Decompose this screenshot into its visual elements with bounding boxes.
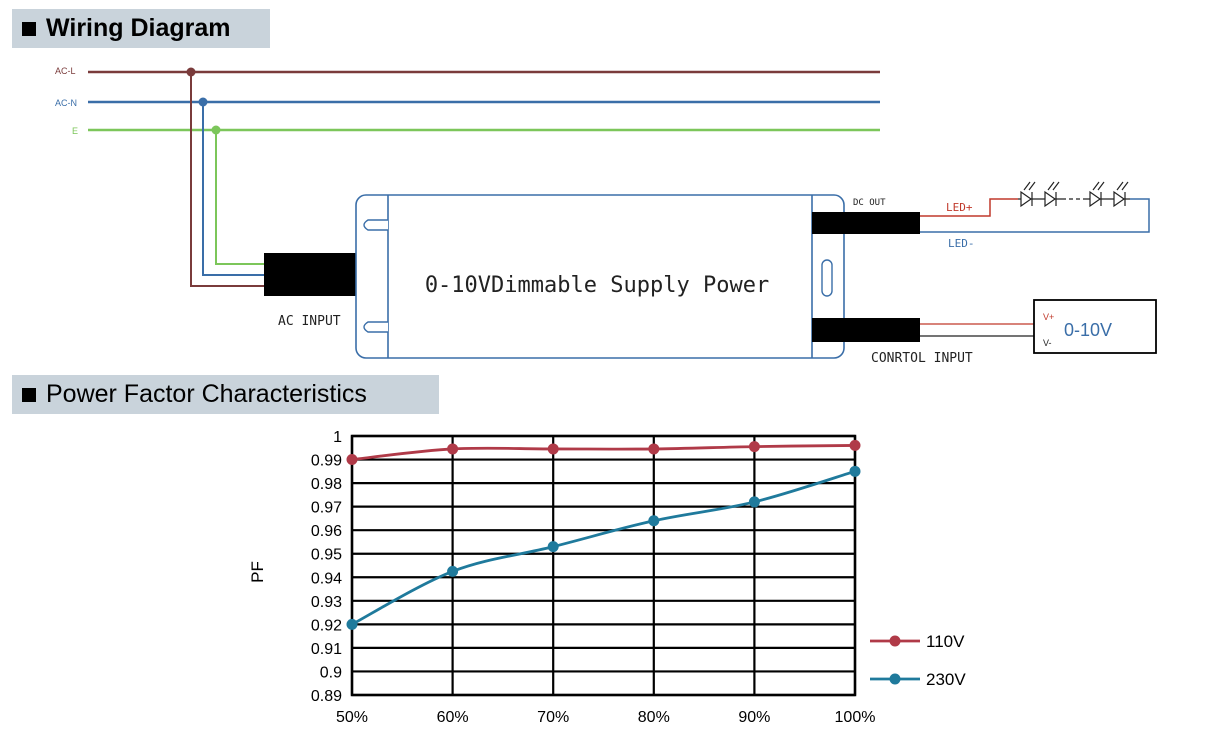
y-tick-label: 0.97 xyxy=(311,500,342,517)
power-factor-title: Power Factor Characteristics xyxy=(46,380,367,408)
dimmer-label: 0-10V xyxy=(1064,320,1112,340)
square-bullet-icon xyxy=(22,387,36,402)
legend-label-110V: 110V xyxy=(926,632,965,651)
data-point-230V xyxy=(547,541,559,553)
data-point-230V xyxy=(346,618,358,630)
ac-n-junction xyxy=(198,97,208,107)
x-tick-label: 70% xyxy=(537,709,569,726)
led-plus-label: LED+ xyxy=(946,201,973,214)
control-input-label: CONRTOL INPUT xyxy=(871,351,973,366)
data-point-110V xyxy=(547,443,559,455)
data-point-230V xyxy=(648,515,660,527)
x-axis-ticks: 50% 60% 70% 80% 90% 100% xyxy=(336,709,875,726)
y-tick-label: 0.91 xyxy=(311,641,342,658)
led-icon xyxy=(1089,181,1105,208)
driver-label: 0-10VDimmable Supply Power xyxy=(425,273,769,298)
series-line-110V xyxy=(351,444,856,461)
ac-n-label: AC-N xyxy=(55,98,77,108)
driver-housing xyxy=(355,194,845,359)
led-plus-wire xyxy=(920,198,1018,217)
y-tick-label: 0.98 xyxy=(311,476,342,493)
chart-grid xyxy=(350,434,857,697)
dimmer-v-minus: V- xyxy=(1043,338,1052,348)
x-tick-label: 50% xyxy=(336,709,368,726)
data-point-230V xyxy=(849,465,861,477)
ac-input-label: AC INPUT xyxy=(278,314,341,329)
ac-n-drop xyxy=(202,102,264,276)
series-line-230V xyxy=(351,469,856,626)
earth-junction xyxy=(211,125,221,135)
y-tick-label: 0.9 xyxy=(320,664,342,681)
mount-slot-bottom xyxy=(363,321,388,333)
earth-drop xyxy=(215,130,264,265)
y-tick-label: 1 xyxy=(333,429,342,446)
square-bullet-icon xyxy=(22,21,36,36)
chart-series xyxy=(346,439,861,630)
y-tick-label: 0.96 xyxy=(311,523,342,540)
x-tick-label: 100% xyxy=(835,709,876,726)
dimmer-frame xyxy=(1033,299,1157,354)
y-tick-label: 0.89 xyxy=(311,688,342,705)
y-tick-label: 0.93 xyxy=(311,594,342,611)
dc-out-label: DC OUT xyxy=(853,198,886,208)
plot-frame xyxy=(350,434,857,697)
data-point-230V xyxy=(748,496,760,508)
data-point-230V xyxy=(447,565,459,577)
wiring-diagram-title: Wiring Diagram xyxy=(46,14,231,42)
y-axis-label: PF xyxy=(248,561,267,583)
y-tick-label: 0.94 xyxy=(311,570,342,587)
dimmer-v-plus: V+ xyxy=(1043,312,1054,322)
led-minus-wire xyxy=(920,198,1150,233)
ac-input-wires xyxy=(186,67,264,287)
data-point-110V xyxy=(346,454,358,466)
x-tick-label: 80% xyxy=(638,709,670,726)
legend-marker-230V xyxy=(889,673,901,685)
data-point-110V xyxy=(849,439,861,451)
led-chain xyxy=(1018,181,1130,208)
earth-label: E xyxy=(72,126,78,136)
y-axis-ticks: 0.89 0.9 0.91 0.92 0.93 0.94 0.95 0.96 0.97 0.98 0… xyxy=(311,429,342,705)
data-point-110V xyxy=(447,443,459,455)
power-factor-header: Power Factor Characteristics xyxy=(12,375,439,414)
chart-legend: 110V 230V xyxy=(870,632,966,689)
mount-slot-right xyxy=(821,259,833,297)
ac-l-drop xyxy=(190,72,264,287)
dc-out-cable xyxy=(812,212,920,234)
wiring-diagram-header: Wiring Diagram xyxy=(12,9,270,48)
y-tick-label: 0.99 xyxy=(311,453,342,470)
dimmer-box: V+ V- 0-10V xyxy=(1033,299,1157,354)
driver-body: 0-10VDimmable Supply Power xyxy=(355,194,845,359)
legend-marker-110V xyxy=(889,635,901,647)
y-tick-label: 0.95 xyxy=(311,547,342,564)
x-tick-label: 60% xyxy=(437,709,469,726)
mount-slot-top xyxy=(363,219,388,231)
control-input-cable xyxy=(812,318,920,342)
led-icon xyxy=(1044,181,1060,208)
led-icon xyxy=(1113,181,1129,208)
y-tick-label: 0.92 xyxy=(311,617,342,634)
led-icon xyxy=(1020,181,1036,208)
wiring-diagram: AC-L AC-N E AC INPUT 0-10VDimmable Suppl… xyxy=(55,66,1157,366)
legend-label-230V: 230V xyxy=(926,670,966,689)
x-tick-label: 90% xyxy=(738,709,770,726)
ac-l-label: AC-L xyxy=(55,66,76,76)
data-point-110V xyxy=(748,441,760,453)
mains-lines: AC-L AC-N E xyxy=(55,66,880,136)
data-point-110V xyxy=(648,443,660,455)
ac-l-junction xyxy=(186,67,196,77)
led-minus-label: LED- xyxy=(948,237,975,250)
